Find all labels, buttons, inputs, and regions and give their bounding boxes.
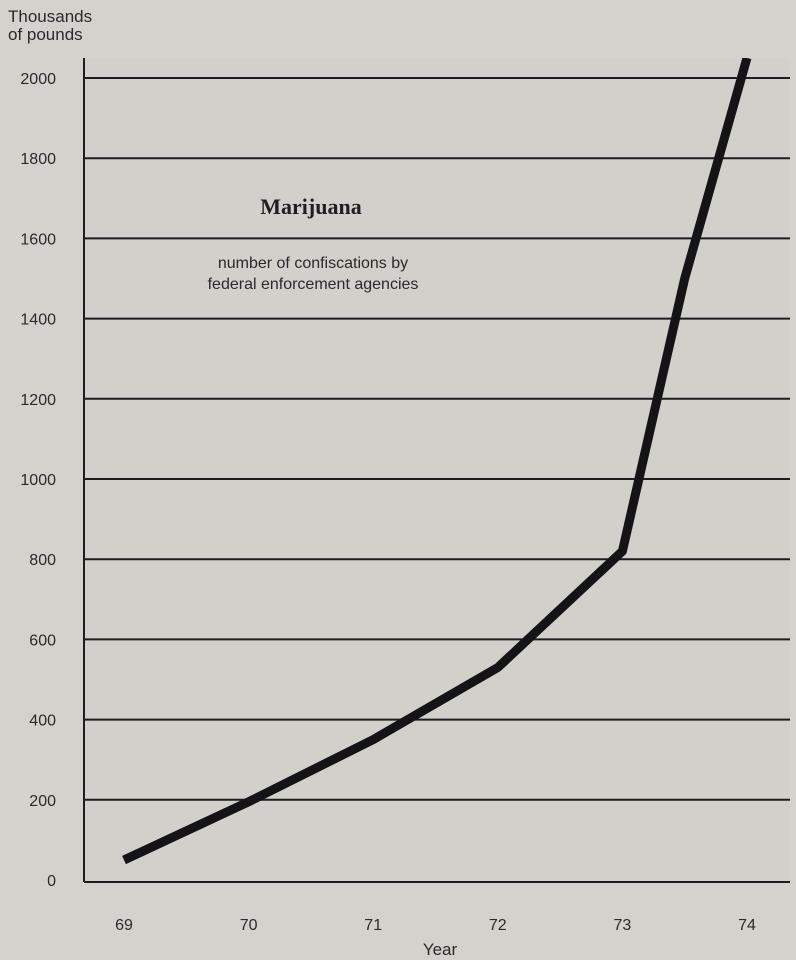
chart-subtitle-line-1: number of confiscations by (218, 255, 408, 272)
y-tick-label: 1200 (20, 392, 56, 409)
x-tick-label: 69 (115, 917, 133, 934)
x-axis-label: Year (423, 940, 458, 959)
series-layer (122, 58, 752, 865)
x-tick-label: 74 (738, 917, 756, 934)
y-tick-label: 1000 (20, 472, 56, 489)
y-tick-label: 2000 (20, 71, 56, 88)
chart-subtitle-line-2: federal enforcement agencies (208, 276, 419, 293)
plot-area (84, 58, 790, 882)
y-tick-labels: 0 200 400 600 800 1000 1200 1400 1600 1800 2000 (20, 71, 56, 890)
x-tick-labels: 69 70 71 72 73 74 (115, 917, 756, 934)
y-tick-label: 1600 (20, 231, 56, 248)
x-tick-label: 71 (364, 917, 382, 934)
y-tick-label: 800 (29, 552, 56, 569)
y-tick-label: 200 (29, 793, 56, 810)
x-tick-label: 70 (240, 917, 258, 934)
series-line-0 (122, 58, 752, 865)
y-tick-label: 600 (29, 632, 56, 649)
axes (83, 58, 790, 883)
y-axis-label-line-1: Thousands (8, 7, 92, 26)
chart-title: Marijuana (260, 194, 361, 219)
gridlines (84, 77, 790, 801)
y-tick-label: 400 (29, 713, 56, 730)
x-tick-label: 72 (489, 917, 507, 934)
y-axis-label-line-2: of pounds (8, 25, 83, 44)
x-tick-label: 73 (614, 917, 632, 934)
y-tick-label: 0 (47, 873, 56, 890)
y-tick-label: 1800 (20, 151, 56, 168)
y-tick-label: 1400 (20, 312, 56, 329)
